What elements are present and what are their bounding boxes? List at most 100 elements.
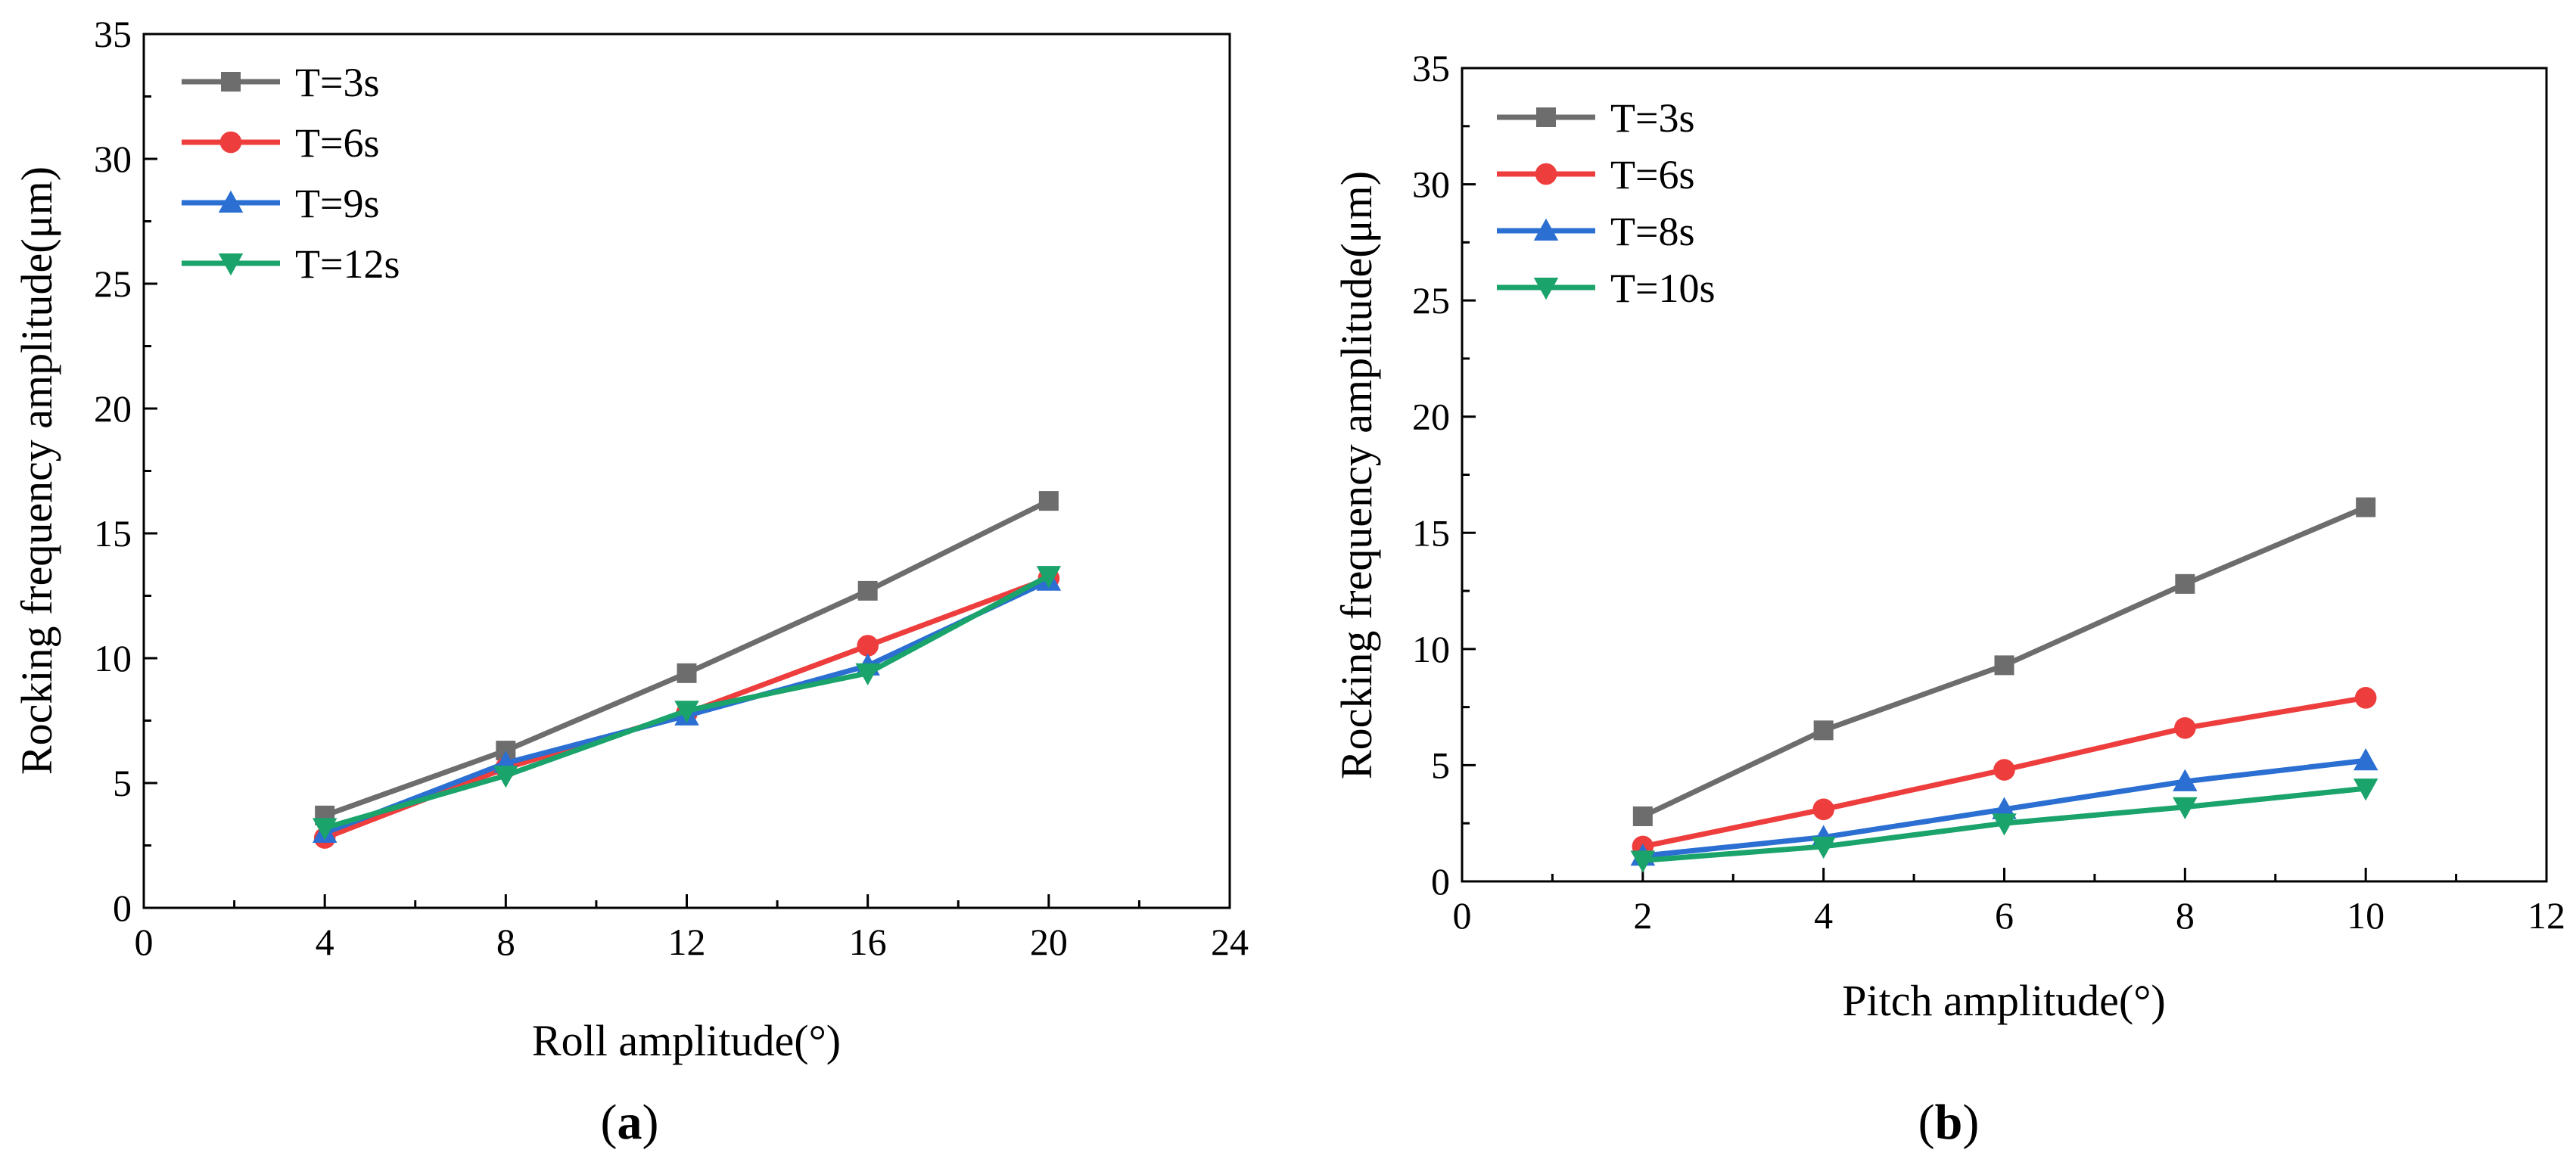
y-tick-label: 5 [113, 762, 132, 804]
data-point [2353, 748, 2378, 771]
y-tick-label: 10 [94, 637, 132, 679]
data-point [1038, 491, 1059, 511]
data-point [674, 701, 699, 723]
data-point [1811, 836, 1836, 859]
legend-a: T=3s T=6s T=9s T=12s [182, 60, 400, 287]
x-tick-label: 12 [668, 921, 706, 963]
y-tick-marks-a [144, 33, 157, 909]
legend-label: T=12s [295, 241, 400, 287]
legend-label: T=6s [1610, 152, 1694, 197]
legend-item: T=6s [1497, 152, 1694, 197]
data-point [1994, 655, 2014, 676]
x-tick-label: 0 [1453, 894, 1472, 937]
x-tick-label: 24 [1211, 921, 1249, 963]
data-point [1813, 720, 1834, 741]
series-t-6s [1632, 687, 2377, 858]
legend-label: T=8s [1610, 209, 1694, 254]
legend-marker [1536, 107, 1556, 127]
legend-marker [221, 72, 241, 92]
data-point [857, 580, 878, 601]
legend-label: T=6s [295, 120, 379, 166]
x-tick-label: 16 [849, 921, 887, 963]
data-point [1036, 566, 1062, 589]
data-point [493, 766, 518, 788]
data-point [857, 635, 879, 657]
y-tick-labels-a: 0 5 10 15 20 25 30 35 [94, 13, 132, 929]
legend-marker [1535, 163, 1557, 185]
y-axis-label-b: Rocking frequency amplitude(μm) [1332, 171, 1381, 779]
series-t-3s [1632, 497, 2376, 826]
series-t-10s [1630, 778, 2378, 873]
y-tick-label: 0 [1431, 860, 1450, 903]
y-tick-label: 25 [1412, 279, 1450, 322]
x-tick-marks-a [142, 894, 1231, 908]
series-group-a [312, 491, 1062, 849]
x-axis-label-a: Roll amplitude(°) [532, 1016, 841, 1065]
x-tick-marks-b [1461, 868, 2548, 881]
legend-item: T=10s [1497, 266, 1715, 311]
y-tick-label: 15 [94, 512, 132, 555]
panel-b: 0 5 10 15 20 25 30 35 0 2 4 6 8 10 12 T=3s T=6s T=8s T=1… [1332, 47, 2565, 1150]
x-tick-label: 20 [1030, 921, 1068, 963]
series-group-b [1630, 497, 2378, 873]
data-point [1812, 798, 1834, 821]
y-tick-label: 30 [1412, 163, 1450, 206]
data-point [2353, 778, 2378, 801]
data-point [1993, 759, 2015, 781]
legend-marker [219, 131, 242, 154]
data-point [2173, 797, 2198, 819]
series-t-12s [312, 566, 1062, 841]
legend-marker [218, 190, 244, 213]
x-tick-label: 4 [1814, 894, 1833, 937]
legend-label: T=10s [1610, 266, 1715, 311]
series-t-3s [315, 491, 1059, 825]
panel-label-a: (a) [601, 1095, 659, 1150]
panel-label-b: (b) [1918, 1095, 1980, 1150]
data-point [2356, 497, 2376, 517]
legend-item: T=3s [182, 60, 379, 105]
y-tick-label: 15 [1412, 511, 1450, 554]
x-tick-label: 8 [496, 921, 515, 963]
y-tick-label: 20 [94, 387, 132, 430]
legend-label: T=3s [295, 60, 379, 105]
y-tick-label: 10 [1412, 628, 1450, 670]
x-tick-label: 10 [2347, 894, 2385, 937]
data-point [1630, 850, 1656, 873]
data-point [1992, 813, 2017, 836]
y-axis-label-a: Rocking frequency amplitude(μm) [12, 166, 61, 775]
x-tick-label: 4 [316, 921, 334, 963]
legend-item: T=8s [1497, 209, 1694, 254]
data-point [312, 818, 338, 841]
y-tick-label: 0 [113, 887, 132, 929]
x-tick-label: 12 [2528, 894, 2565, 937]
x-tick-label: 0 [135, 921, 154, 963]
y-tick-label: 35 [94, 13, 132, 55]
y-tick-label: 20 [1412, 396, 1450, 438]
data-point [2175, 573, 2195, 594]
legend-b: T=3s T=6s T=8s T=10s [1497, 95, 1715, 311]
y-tick-label: 35 [1412, 47, 1450, 89]
series-line [323, 498, 1050, 819]
data-point [677, 663, 697, 683]
legend-item: T=9s [182, 181, 379, 226]
x-tick-label: 8 [2176, 894, 2195, 937]
legend-marker [1533, 218, 1559, 241]
x-tick-label: 6 [1995, 894, 2014, 937]
y-tick-label: 25 [94, 263, 132, 305]
legend-label: T=9s [295, 181, 379, 226]
data-point [855, 663, 880, 686]
legend-marker [1533, 278, 1559, 300]
x-tick-labels-a: 0 4 8 12 16 20 24 [135, 921, 1249, 963]
legend-item: T=6s [182, 120, 379, 166]
legend-marker [218, 253, 244, 276]
x-tick-label: 2 [1633, 894, 1652, 937]
legend-item: T=3s [1497, 95, 1694, 141]
x-axis-label-b: Pitch amplitude(°) [1842, 976, 2166, 1025]
y-tick-label: 30 [94, 138, 132, 180]
y-tick-label: 5 [1431, 744, 1450, 786]
legend-item: T=12s [182, 241, 400, 287]
data-point [2174, 716, 2196, 739]
data-point [2354, 687, 2377, 709]
